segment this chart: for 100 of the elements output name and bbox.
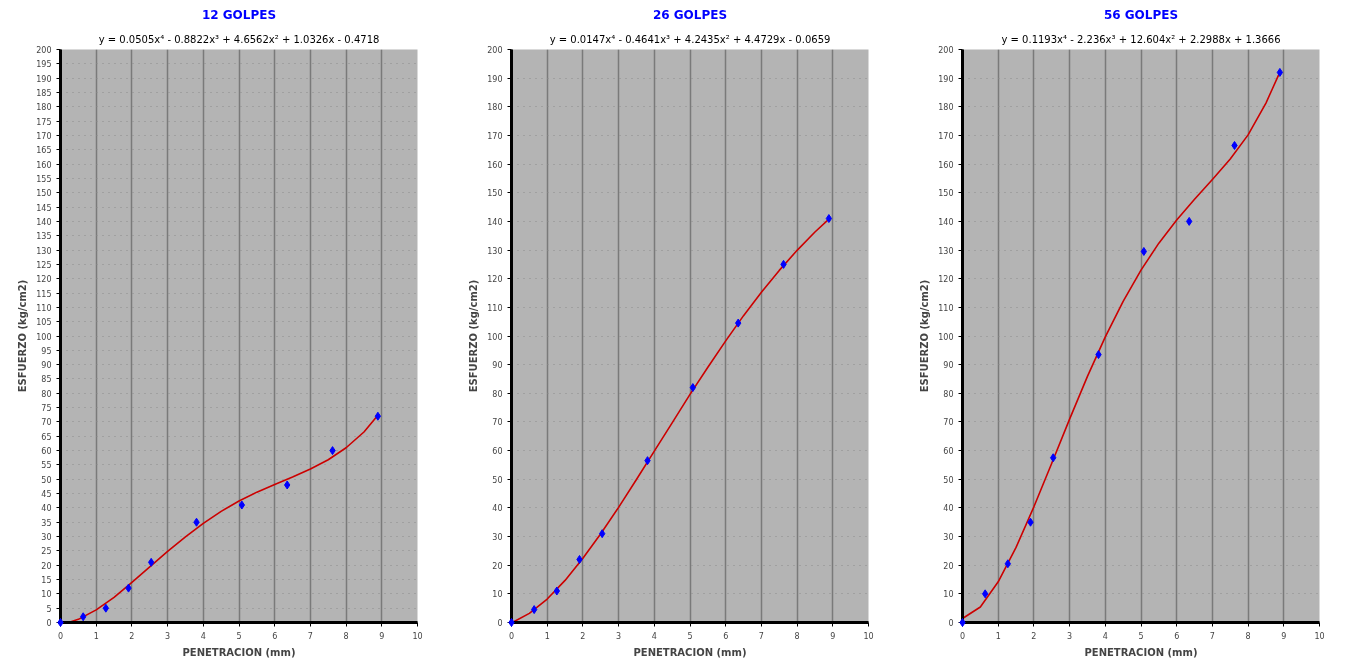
y-tick-label: 190 (487, 74, 503, 84)
point (982, 589, 989, 599)
y-tick-label: 175 (36, 117, 52, 127)
y-tick-label: 160 (487, 160, 503, 170)
y-tick-label: 30 (492, 533, 503, 543)
y-tick-label: 120 (36, 275, 52, 285)
y-tick-label: 170 (487, 131, 503, 141)
point (689, 383, 697, 393)
y-tick-label: 130 (487, 246, 503, 256)
x-tick-label: 9 (830, 631, 836, 641)
point (508, 618, 515, 627)
y-tick-label: 105 (36, 318, 52, 328)
y-tick-label: 0 (948, 619, 954, 628)
x-tick-label: 8 (794, 631, 800, 641)
y-tick-label: 70 (41, 418, 52, 428)
x-tick-label: 10 (1314, 631, 1325, 641)
point (780, 259, 787, 269)
x-axis-title: PENETRACION (mm) (182, 646, 296, 658)
point (148, 557, 155, 567)
y-tick-label: 165 (36, 146, 52, 156)
point (102, 603, 110, 613)
point (374, 411, 382, 421)
point (1050, 453, 1057, 463)
y-tick-label: 100 (938, 332, 954, 342)
y-tick-label: 50 (41, 475, 52, 485)
y-tick-label: 155 (36, 174, 52, 184)
y-tick-label: 185 (36, 88, 52, 98)
x-tick-label: 1 (93, 631, 99, 641)
text: y = 0.0147x⁴ - 0.4641x³ + 4.2435x² + 4.4729x - 0.0659 (549, 33, 831, 45)
x-tick-label: 7 (1209, 631, 1215, 641)
y-tick-label: 40 (943, 504, 954, 514)
x-tick-label: 9 (379, 631, 385, 641)
y-tick-label: 150 (487, 189, 503, 199)
y-tick-label: 55 (41, 461, 52, 471)
point (329, 446, 336, 456)
y-tick-label: 70 (492, 418, 503, 428)
x-tick-label: 10 (412, 631, 423, 641)
y-tick-label: 80 (943, 389, 954, 399)
x-tick-label: 1 (995, 631, 1001, 641)
y-tick-label: 40 (41, 504, 52, 514)
point (644, 456, 651, 466)
x-tick-label: 6 (1174, 631, 1180, 641)
y-tick-label: 60 (492, 447, 503, 457)
y-tick-label: 40 (492, 504, 503, 514)
y-tick-label: 35 (41, 518, 52, 528)
y-tick-label: 45 (41, 490, 52, 500)
y-tick-label: 0 (497, 619, 503, 628)
x-tick-label: 3 (1067, 631, 1073, 641)
y-tick-label: 125 (36, 260, 52, 270)
y-tick-label: 80 (492, 389, 503, 399)
y-tick-label: 200 (487, 46, 503, 55)
x-tick-label: 0 (508, 631, 515, 641)
y-tick-label: 195 (36, 60, 52, 70)
y-tick-label: 85 (41, 375, 52, 385)
point (1276, 67, 1284, 77)
x-tick-label: 6 (723, 631, 729, 641)
point (735, 318, 742, 328)
y-tick-label: 130 (938, 246, 954, 256)
y-tick-label: 30 (41, 533, 52, 543)
point (599, 529, 606, 539)
y-tick-label: 25 (41, 547, 52, 557)
y-tick-label: 145 (36, 203, 52, 213)
y-tick-label: 120 (487, 275, 503, 285)
x-tick-label: 3 (165, 631, 171, 641)
y-tick-label: 50 (943, 475, 954, 485)
y-tick-label: 140 (938, 217, 954, 227)
y-axis-title: ESFUERZO (kg/cm2) (468, 279, 480, 393)
y-tick-label: 20 (492, 561, 503, 571)
point (959, 618, 966, 627)
x-tick-label: 9 (1281, 631, 1287, 641)
x-tick-label: 8 (1245, 631, 1251, 641)
x-tick-label: 2 (580, 631, 586, 641)
y-tick-label: 170 (36, 131, 52, 141)
y-tick-label: 15 (41, 576, 52, 586)
point (57, 618, 64, 627)
point (125, 583, 132, 593)
x-axis-title: PENETRACION (mm) (1084, 646, 1198, 658)
y-tick-label: 80 (41, 389, 52, 399)
y-tick-label: 130 (36, 246, 52, 256)
point (80, 612, 87, 622)
chart-title: 26 GOLPES (652, 7, 728, 22)
point (1095, 350, 1102, 360)
y-tick-label: 160 (36, 160, 52, 170)
x-tick-label: 5 (687, 631, 693, 641)
y-tick-label: 170 (938, 131, 954, 141)
point (238, 500, 246, 510)
x-tick-label: 7 (307, 631, 313, 641)
x-tick-label: 5 (1138, 631, 1144, 641)
x-axis-title: PENETRACION (mm) (633, 646, 747, 658)
point (1027, 517, 1034, 527)
y-tick-label: 200 (36, 46, 52, 55)
y-tick-label: 180 (487, 103, 503, 113)
y-tick-label: 10 (943, 590, 954, 600)
y-tick-label: 100 (36, 332, 52, 342)
y-tick-label: 20 (41, 561, 52, 571)
y-tick-label: 75 (41, 404, 52, 414)
point (1231, 140, 1238, 150)
y-tick-label: 110 (36, 303, 52, 313)
point (825, 214, 833, 224)
y-tick-label: 30 (943, 533, 954, 543)
